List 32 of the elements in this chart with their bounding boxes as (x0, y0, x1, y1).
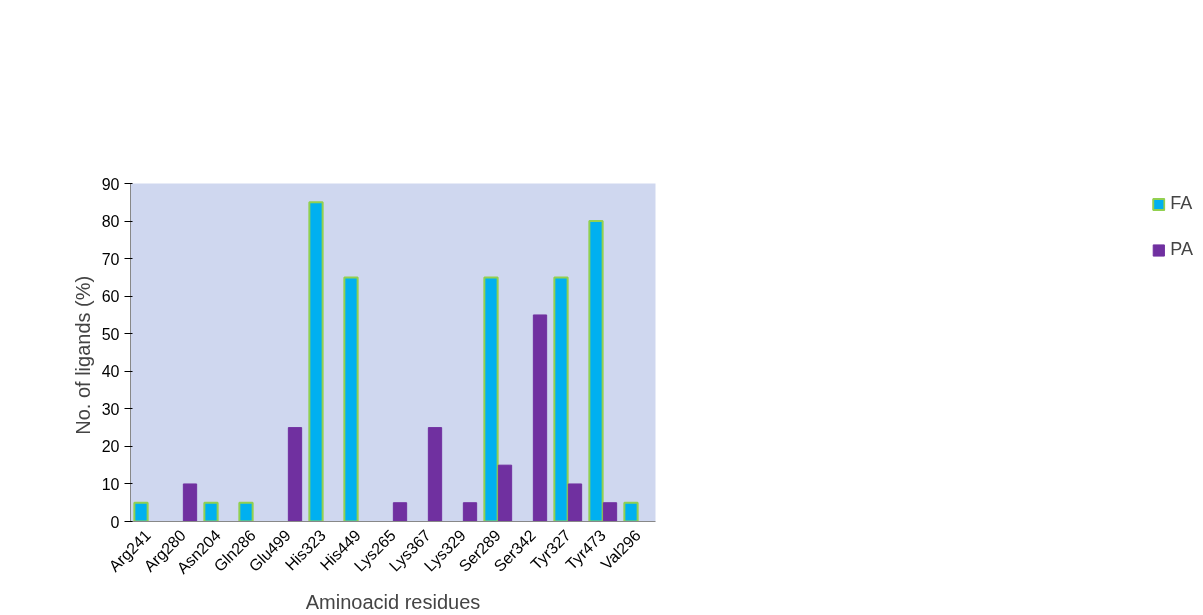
bar (238, 501, 254, 522)
bar (392, 502, 408, 522)
bar (287, 427, 303, 522)
y-tick-label: 80 (101, 213, 120, 231)
y-tick-label: 70 (101, 250, 120, 268)
legend-label: PA (1170, 239, 1193, 260)
bar (567, 483, 583, 522)
bar (623, 501, 639, 522)
bar (308, 201, 324, 522)
bar (427, 427, 443, 522)
bar (553, 276, 569, 522)
y-tick-label: 20 (101, 438, 120, 456)
y-tick-label: 0 (110, 513, 120, 531)
bar (343, 276, 359, 522)
bar (588, 220, 604, 522)
legend-label: FA (1170, 193, 1193, 214)
y-tick-label: 10 (101, 475, 120, 493)
y-tick-label: 40 (101, 363, 120, 381)
bar (602, 502, 618, 522)
bar (133, 501, 149, 522)
bar (203, 501, 219, 522)
bar (497, 464, 513, 522)
y-axis-title: No. of ligands (%) (71, 275, 94, 435)
y-tick-label: 90 (101, 175, 120, 193)
bar (462, 502, 478, 522)
y-tick-label: 60 (101, 288, 120, 306)
x-axis-title: Aminoacid residues (305, 590, 481, 613)
bar (483, 276, 499, 522)
bar (532, 314, 548, 522)
y-tick-label: 50 (101, 325, 120, 343)
bar (182, 483, 198, 522)
y-tick-label: 30 (101, 400, 120, 418)
